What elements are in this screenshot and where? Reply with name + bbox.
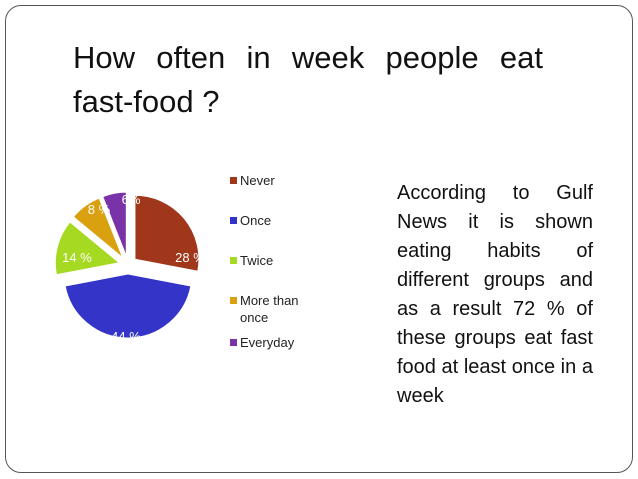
pie-slice-twice	[54, 221, 121, 276]
legend-label: Everyday	[240, 335, 295, 350]
legend-item: Never	[230, 172, 320, 189]
legend-swatch	[230, 297, 237, 304]
legend-item: Twice	[230, 252, 320, 269]
slide-title: How often in week people eat fast-food ?	[73, 40, 543, 119]
slide-body-text: According to Gulf News it is shown eatin…	[397, 182, 593, 407]
pie-data-label: 8 %	[88, 202, 111, 217]
legend-label: Once	[240, 213, 272, 228]
legend-label: Never	[240, 173, 275, 188]
pie-slice-everyday	[102, 191, 127, 257]
legend-item: Once	[230, 212, 320, 229]
legend-swatch	[230, 257, 237, 264]
pie-data-label: 44 %	[111, 329, 141, 344]
pie-slice-more-than-once	[72, 197, 124, 259]
legend-swatch	[230, 339, 237, 346]
pie-data-label: 6%	[122, 192, 141, 207]
legend-item: More than once	[230, 292, 320, 326]
pie-slice-never	[134, 194, 200, 272]
legend-swatch	[230, 217, 237, 224]
legend-swatch	[230, 177, 237, 184]
pie-data-label: 14 %	[62, 250, 92, 265]
legend-label: Twice	[240, 253, 274, 268]
pie-data-label: 28 %	[175, 250, 205, 265]
slide: How often in week people eat fast-food ?…	[5, 5, 633, 473]
legend-label: More than once	[240, 293, 299, 325]
legend-item: Everyday	[230, 334, 320, 351]
pie-slice-once	[64, 273, 192, 339]
